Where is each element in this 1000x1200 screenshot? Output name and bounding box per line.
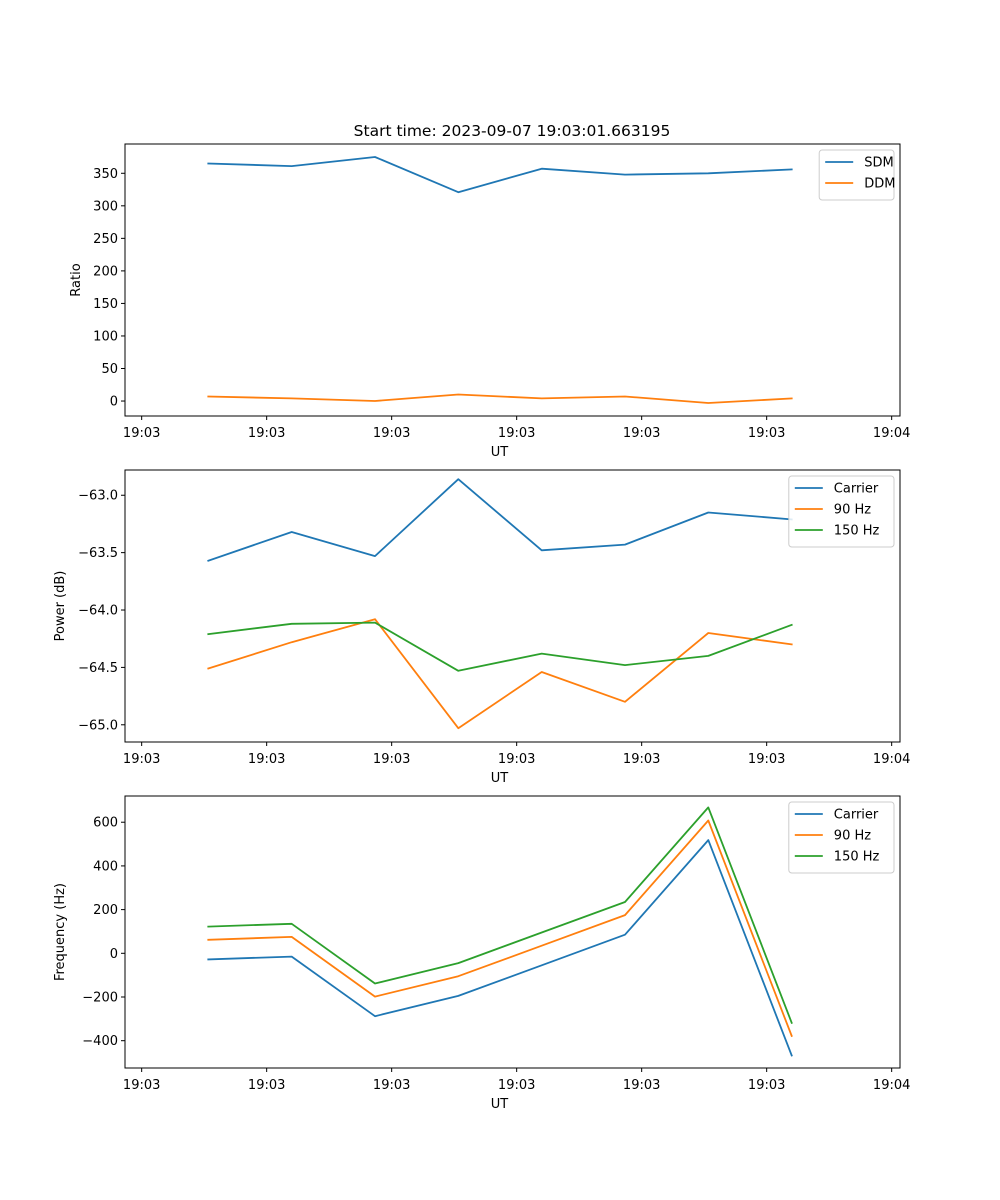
y-axis-label: Frequency (Hz) — [53, 883, 68, 981]
x-tick-label: 19:03 — [498, 752, 535, 767]
axes-frame — [124, 795, 901, 1069]
y-tick-label: 100 — [93, 329, 118, 344]
x-tick-label: 19:04 — [873, 426, 910, 441]
series-line-150-hz — [207, 621, 793, 672]
x-tick-label: 19:03 — [498, 1078, 535, 1093]
x-tick-label: 19:03 — [623, 1078, 660, 1093]
axes-frame — [124, 469, 901, 743]
figure-title: Start time: 2023-09-07 19:03:01.663195 — [354, 122, 671, 140]
legend-label: 90 Hz — [834, 829, 871, 844]
y-tick-label: −65.0 — [78, 718, 118, 733]
legend-label: 90 Hz — [834, 503, 871, 518]
y-tick-label: 200 — [93, 264, 118, 279]
y-tick-label: −64.0 — [78, 604, 118, 619]
series-group — [207, 478, 793, 730]
x-axis-label: UT — [491, 1097, 509, 1112]
series-line-90-hz — [207, 819, 793, 1038]
series-line-90-hz — [207, 618, 793, 730]
y-tick-label: 200 — [93, 903, 118, 918]
y-tick-label: −200 — [82, 990, 118, 1005]
legend: SDM DDM — [818, 149, 895, 201]
legend: Carrier 90 Hz 150 Hz — [788, 475, 895, 548]
series-group — [207, 806, 793, 1057]
y-tick-label: 0 — [110, 947, 118, 962]
y-tick-label: 0 — [110, 395, 118, 410]
y-axis-label: Ratio — [69, 263, 84, 296]
x-tick-label: 19:03 — [248, 752, 285, 767]
y-tick-label: 300 — [93, 199, 118, 214]
legend-label: SDM — [864, 156, 893, 171]
x-axis-label: UT — [491, 771, 509, 786]
series-line-carrier — [207, 478, 793, 562]
legend-label: 150 Hz — [834, 524, 880, 539]
y-tick-label: 250 — [93, 232, 118, 247]
legend-label: DDM — [864, 177, 895, 192]
series-line-ddm — [207, 393, 793, 404]
y-tick-label: −400 — [82, 1034, 118, 1049]
x-tick-label: 19:04 — [873, 1078, 910, 1093]
chart-panel-2: 19:03 19:03 19:03 19:03 19:03 19:03 19:04 −65.0… — [53, 469, 910, 786]
chart-panel-3: 19:03 19:03 19:03 19:03 19:03 19:03 19:04 −400 −… — [53, 795, 910, 1112]
y-tick-label: 350 — [93, 167, 118, 182]
x-tick-label: 19:03 — [123, 752, 160, 767]
x-tick-label: 19:03 — [123, 426, 160, 441]
x-tick-label: 19:03 — [248, 1078, 285, 1093]
legend-label: Carrier — [834, 482, 879, 497]
x-tick-label: 19:03 — [623, 426, 660, 441]
axes-frame — [124, 143, 901, 417]
x-tick-label: 19:03 — [748, 426, 785, 441]
legend-label: 150 Hz — [834, 850, 880, 865]
x-tick-label: 19:03 — [623, 752, 660, 767]
y-tick-label: 50 — [101, 362, 118, 377]
legend: Carrier 90 Hz 150 Hz — [788, 801, 895, 874]
legend-label: Carrier — [834, 808, 879, 823]
y-tick-label: −63.0 — [78, 489, 118, 504]
x-tick-label: 19:03 — [498, 426, 535, 441]
x-tick-label: 19:03 — [748, 752, 785, 767]
x-tick-label: 19:03 — [373, 1078, 410, 1093]
y-tick-label: 600 — [93, 816, 118, 831]
y-tick-label: −63.5 — [78, 546, 118, 561]
x-tick-label: 19:03 — [373, 752, 410, 767]
series-group — [207, 156, 793, 404]
y-tick-label: −64.5 — [78, 661, 118, 676]
y-tick-label: 150 — [93, 297, 118, 312]
x-tick-label: 19:03 — [248, 426, 285, 441]
chart-panel-1: 19:03 19:03 19:03 19:03 19:03 19:03 19:04 0 50 10… — [69, 143, 910, 460]
x-tick-label: 19:03 — [123, 1078, 160, 1093]
y-tick-label: 400 — [93, 859, 118, 874]
x-tick-label: 19:03 — [373, 426, 410, 441]
x-tick-label: 19:04 — [873, 752, 910, 767]
series-line-150-hz — [207, 806, 793, 1024]
series-line-carrier — [207, 839, 793, 1057]
x-axis-label: UT — [491, 445, 509, 460]
x-tick-label: 19:03 — [748, 1078, 785, 1093]
series-line-sdm — [207, 156, 793, 194]
y-axis-label: Power (dB) — [53, 571, 68, 642]
